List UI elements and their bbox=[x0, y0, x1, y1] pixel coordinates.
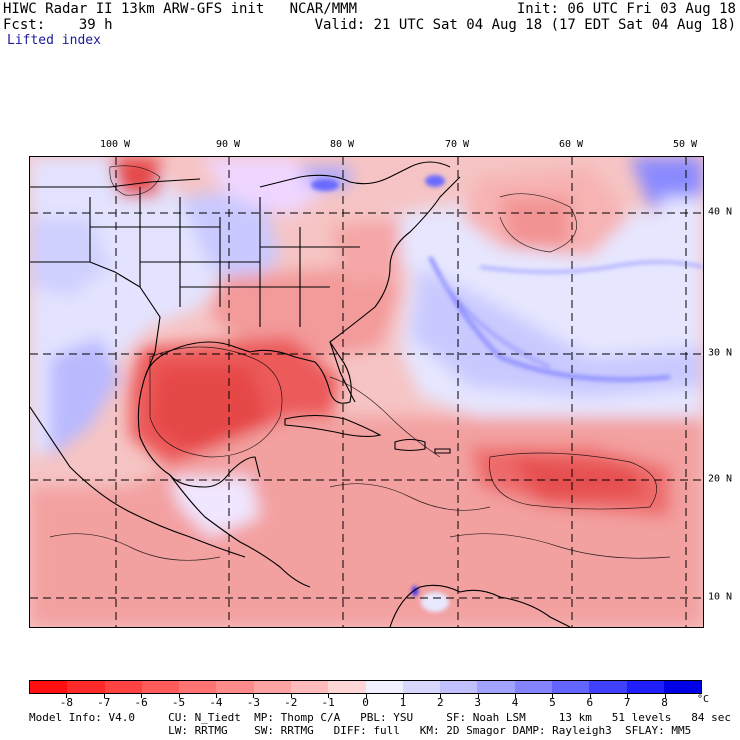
colorbar-tick-label: 8 bbox=[661, 696, 668, 709]
map-title: HIWC Radar II 13km ARW-GFS init NCAR/MMM bbox=[3, 1, 358, 17]
model-info-line1: Model Info: V4.0 CU: N_Tiedt MP: Thomp C… bbox=[29, 711, 731, 724]
lon-label-60w: 60 W bbox=[558, 139, 584, 150]
colorbar-tick-label: -4 bbox=[209, 696, 223, 709]
colorbar-segment bbox=[216, 681, 254, 693]
forecast-hours: 39 h bbox=[78, 17, 113, 33]
colorbar-tick-label: 6 bbox=[586, 696, 594, 709]
colorbar-tick bbox=[253, 694, 255, 698]
colorbar-tick bbox=[440, 694, 442, 698]
colorbar-segment bbox=[30, 681, 68, 693]
colorbar-tick-label: 1 bbox=[399, 696, 407, 709]
colorbar-tick-label: -8 bbox=[59, 696, 73, 709]
colorbar-tick bbox=[215, 694, 217, 698]
colorbar-tick-label: -3 bbox=[246, 696, 260, 709]
colorbar-tick bbox=[552, 694, 554, 698]
colorbar-tick-label: -5 bbox=[171, 696, 186, 709]
field-shading bbox=[30, 157, 703, 627]
lon-label-100w: 100 W bbox=[99, 139, 131, 150]
colorbar-segment bbox=[328, 681, 366, 693]
colorbar-tick bbox=[365, 694, 367, 698]
colorbar-tick-label: -2 bbox=[284, 696, 298, 709]
colorbar-segment bbox=[551, 681, 590, 693]
model-info-line2: LW: RRTMG SW: RRTMG DIFF: full KM: 2D Sm… bbox=[29, 724, 692, 737]
lat-label-10n: 10 N bbox=[708, 591, 733, 603]
colorbar-segment bbox=[290, 681, 329, 693]
colorbar-tick-label: 5 bbox=[549, 696, 556, 709]
colorbar-tick-label: -1 bbox=[321, 696, 335, 709]
colorbar bbox=[29, 680, 702, 694]
valid-time: Valid: 21 UTC Sat 04 Aug 18 (17 EDT Sat … bbox=[314, 17, 736, 33]
colorbar-tick bbox=[290, 694, 292, 698]
init-time: Init: 06 UTC Fri 03 Aug 18 bbox=[516, 1, 736, 17]
colorbar-tick-label: 2 bbox=[436, 696, 444, 709]
colorbar-tick bbox=[141, 694, 143, 698]
colorbar-tick-label: -6 bbox=[134, 696, 148, 709]
colorbar-tick bbox=[664, 694, 666, 698]
colorbar-segment bbox=[365, 681, 403, 693]
lifted-index-map[interactable] bbox=[29, 156, 704, 628]
field-detail bbox=[311, 175, 703, 612]
colorbar-tick bbox=[515, 694, 517, 698]
colorbar-tick bbox=[589, 694, 591, 698]
colorbar-tick bbox=[627, 694, 629, 698]
graticule bbox=[30, 157, 703, 627]
colorbar-ticks bbox=[29, 694, 702, 700]
lon-label-90w: 90 W bbox=[215, 139, 241, 150]
forecast-label: Fcst: bbox=[3, 17, 46, 33]
lon-label-80w: 80 W bbox=[329, 139, 355, 150]
colorbar-segment bbox=[104, 681, 142, 693]
colorbar-tick bbox=[66, 694, 68, 698]
colorbar-tick-label: 3 bbox=[474, 696, 481, 709]
colorbar-tick-label: 4 bbox=[511, 696, 519, 709]
lat-label-40n: 40 N bbox=[708, 206, 733, 218]
colorbar-tick bbox=[328, 694, 330, 698]
colorbar-segment bbox=[253, 681, 291, 693]
colorbar-tick-label: -7 bbox=[97, 696, 111, 709]
colorbar-tick bbox=[402, 694, 404, 698]
coastlines bbox=[30, 161, 571, 627]
field-name: Lifted index bbox=[7, 33, 101, 48]
colorbar-segment bbox=[402, 681, 441, 693]
lon-label-50w: 50 W bbox=[672, 139, 698, 150]
colorbar-tick-label: 7 bbox=[623, 696, 631, 709]
colorbar-tick bbox=[178, 694, 180, 698]
colorbar-tick-label: 0 bbox=[362, 696, 369, 709]
lat-label-30n: 30 N bbox=[708, 347, 733, 359]
colorbar-segment bbox=[67, 681, 105, 693]
colorbar-unit: °C bbox=[697, 694, 710, 705]
lat-label-20n: 20 N bbox=[708, 473, 733, 485]
colorbar-tick bbox=[103, 694, 105, 698]
colorbar-segment bbox=[626, 681, 664, 693]
li-contours bbox=[49, 165, 671, 561]
colorbar-segment bbox=[440, 681, 478, 693]
colorbar-segment bbox=[663, 681, 702, 693]
colorbar-segment bbox=[179, 681, 217, 693]
lon-label-70w: 70 W bbox=[444, 139, 470, 150]
colorbar-segment bbox=[589, 681, 627, 693]
map-canvas bbox=[30, 157, 703, 627]
colorbar-tick bbox=[477, 694, 479, 698]
forecast-hour: Fcst: 39 h bbox=[3, 17, 113, 33]
colorbar-segment bbox=[141, 681, 180, 693]
colorbar-segment bbox=[514, 681, 552, 693]
colorbar-segment bbox=[477, 681, 515, 693]
